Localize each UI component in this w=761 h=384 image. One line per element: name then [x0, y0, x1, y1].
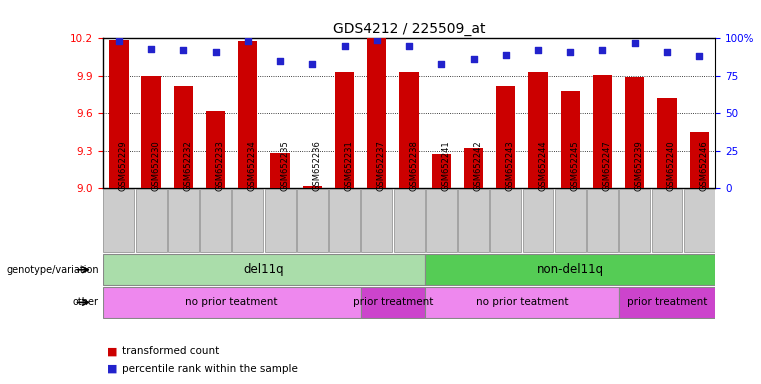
FancyBboxPatch shape	[168, 189, 199, 252]
Bar	[619, 287, 715, 318]
Text: GSM652242: GSM652242	[473, 141, 482, 192]
Point	[597, 47, 609, 53]
Text: prior treatment: prior treatment	[627, 297, 707, 308]
FancyBboxPatch shape	[587, 189, 618, 252]
Bar	[142, 76, 161, 188]
Point	[435, 61, 447, 67]
FancyBboxPatch shape	[458, 189, 489, 252]
Bar	[496, 86, 515, 188]
Bar	[367, 38, 387, 188]
Point	[693, 53, 705, 60]
Bar	[658, 98, 677, 188]
FancyBboxPatch shape	[619, 189, 650, 252]
FancyBboxPatch shape	[329, 189, 360, 252]
FancyBboxPatch shape	[683, 189, 715, 252]
Text: del11q: del11q	[244, 263, 285, 276]
Text: ■: ■	[107, 346, 117, 356]
FancyBboxPatch shape	[135, 189, 167, 252]
FancyBboxPatch shape	[555, 189, 586, 252]
Bar	[238, 41, 257, 188]
Text: non-del11q: non-del11q	[537, 263, 603, 276]
Text: GSM652240: GSM652240	[667, 141, 676, 192]
Text: ■: ■	[107, 364, 117, 374]
Bar	[103, 287, 361, 318]
Point	[339, 43, 351, 49]
Point	[145, 46, 158, 52]
Bar	[593, 74, 612, 188]
Text: GSM652241: GSM652241	[441, 141, 451, 192]
Bar	[361, 287, 425, 318]
Text: GSM652232: GSM652232	[183, 141, 193, 192]
FancyBboxPatch shape	[200, 189, 231, 252]
FancyBboxPatch shape	[393, 189, 425, 252]
Text: GSM652235: GSM652235	[280, 141, 289, 192]
Point	[467, 56, 479, 63]
Text: no prior teatment: no prior teatment	[476, 297, 568, 308]
Text: transformed count: transformed count	[122, 346, 219, 356]
Text: GSM652237: GSM652237	[377, 141, 386, 192]
Title: GDS4212 / 225509_at: GDS4212 / 225509_at	[333, 22, 486, 36]
Bar	[425, 254, 715, 285]
Text: GSM652244: GSM652244	[538, 141, 547, 192]
Point	[629, 40, 641, 46]
FancyBboxPatch shape	[523, 189, 553, 252]
Point	[242, 38, 254, 45]
Text: GSM652233: GSM652233	[215, 141, 224, 192]
Bar	[206, 111, 225, 188]
Text: GSM652234: GSM652234	[248, 141, 256, 192]
Point	[209, 49, 221, 55]
Point	[177, 47, 189, 53]
Text: GSM652243: GSM652243	[506, 141, 514, 192]
Point	[274, 58, 286, 64]
Text: GSM652238: GSM652238	[409, 141, 418, 192]
Text: prior treatment: prior treatment	[353, 297, 433, 308]
Point	[403, 43, 415, 49]
Text: GSM652236: GSM652236	[312, 141, 321, 192]
Bar	[464, 148, 483, 188]
Bar	[270, 153, 290, 188]
Bar	[303, 186, 322, 188]
Bar	[528, 72, 548, 188]
Text: GSM652239: GSM652239	[635, 141, 644, 192]
Text: other: other	[73, 297, 99, 308]
Bar	[431, 154, 451, 188]
Point	[564, 49, 576, 55]
Bar	[400, 72, 419, 188]
Point	[113, 38, 125, 45]
Point	[371, 37, 383, 43]
Bar	[103, 254, 425, 285]
Bar	[561, 91, 580, 188]
Text: GSM652246: GSM652246	[699, 141, 708, 192]
Text: no prior teatment: no prior teatment	[186, 297, 278, 308]
Bar	[174, 86, 193, 188]
FancyBboxPatch shape	[265, 189, 295, 252]
Point	[661, 49, 673, 55]
Point	[532, 47, 544, 53]
Bar	[109, 40, 129, 188]
Text: GSM652229: GSM652229	[119, 141, 128, 192]
FancyBboxPatch shape	[490, 189, 521, 252]
Point	[306, 61, 318, 67]
Text: GSM652231: GSM652231	[345, 141, 354, 192]
Bar	[689, 132, 709, 188]
Text: percentile rank within the sample: percentile rank within the sample	[122, 364, 298, 374]
Point	[500, 52, 512, 58]
Bar	[335, 72, 354, 188]
Text: GSM652230: GSM652230	[151, 141, 160, 192]
FancyBboxPatch shape	[361, 189, 392, 252]
Text: GSM652247: GSM652247	[603, 141, 612, 192]
Text: genotype/variation: genotype/variation	[6, 265, 99, 275]
FancyBboxPatch shape	[651, 189, 683, 252]
Text: GSM652245: GSM652245	[570, 141, 579, 192]
FancyBboxPatch shape	[426, 189, 457, 252]
Bar	[425, 287, 619, 318]
FancyBboxPatch shape	[232, 189, 263, 252]
FancyBboxPatch shape	[297, 189, 328, 252]
FancyBboxPatch shape	[103, 189, 135, 252]
Bar	[625, 77, 645, 188]
